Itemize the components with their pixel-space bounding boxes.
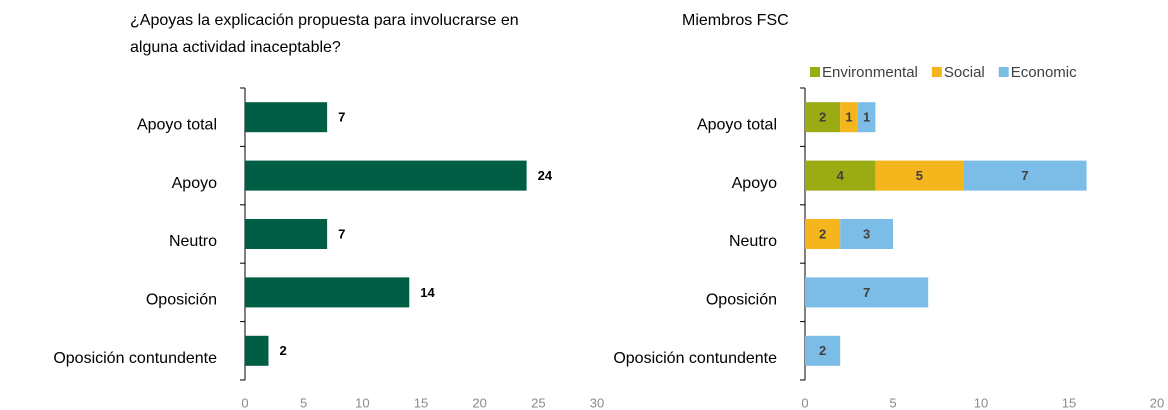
bar [245, 277, 410, 308]
x-tick-label: 5 [300, 395, 307, 410]
x-tick-label: 0 [801, 395, 808, 410]
chart-title: ¿Apoyas la explicación propuesta para in… [130, 12, 519, 56]
legend-swatch [931, 67, 942, 77]
x-tick-label: 30 [590, 395, 604, 410]
y-tick-label: Oposición contundente [613, 350, 777, 367]
y-tick-label: Apoyo [732, 175, 777, 192]
x-tick-label: 10 [355, 395, 369, 410]
legend-label: Social [944, 64, 985, 81]
data-label: 2 [279, 343, 286, 358]
data-label: 1 [863, 110, 870, 125]
x-tick-label: 15 [1062, 395, 1076, 410]
x-tick-label: 20 [1150, 395, 1164, 410]
y-tick-label: Oposición [706, 292, 777, 309]
x-tick-label: 25 [531, 395, 545, 410]
data-label: 3 [863, 226, 870, 241]
bar-segment [805, 335, 841, 366]
data-label: 24 [538, 168, 553, 183]
bar-segment [840, 102, 858, 133]
y-tick-label: Apoyo total [697, 116, 777, 133]
x-tick-label: 0 [241, 395, 248, 410]
bar-segment [857, 102, 876, 133]
y-tick-label: Oposición [146, 292, 217, 309]
bar [245, 160, 527, 191]
x-tick-label: 15 [414, 395, 428, 410]
data-label: 4 [837, 168, 845, 183]
x-tick-label: 10 [974, 395, 988, 410]
data-label: 7 [863, 285, 870, 300]
data-label: 1 [845, 110, 852, 125]
x-tick-label: 20 [472, 395, 486, 410]
bar-segment [805, 219, 841, 249]
legend-label: Environmental [822, 64, 918, 81]
bar-segment [805, 277, 929, 308]
data-label: 2 [819, 226, 826, 241]
y-tick-label: Neutro [169, 233, 217, 250]
x-tick-label: 5 [889, 395, 896, 410]
bar-segment [805, 102, 841, 133]
bar [245, 102, 328, 133]
legend-label: Economic [1011, 64, 1077, 81]
bar [245, 335, 269, 366]
y-tick-label: Neutro [729, 233, 777, 250]
bar-segment [963, 160, 1087, 191]
y-tick-label: Oposición contundente [53, 350, 217, 367]
y-tick-label: Apoyo total [137, 116, 217, 133]
bar-segment [805, 160, 876, 191]
legend-swatch [998, 67, 1009, 77]
y-tick-label: Apoyo [172, 175, 217, 192]
data-label: 2 [819, 110, 826, 125]
data-label: 14 [420, 285, 435, 300]
bar-segment [840, 219, 893, 249]
data-label: 7 [1021, 168, 1028, 183]
bar-segment [875, 160, 964, 191]
legend-swatch [810, 67, 820, 77]
data-label: 7 [338, 110, 345, 125]
bar [245, 219, 328, 249]
data-label: 5 [916, 168, 923, 183]
chart-title: Miembros FSC [682, 12, 789, 29]
data-label: 2 [819, 343, 826, 358]
data-label: 7 [338, 226, 345, 241]
